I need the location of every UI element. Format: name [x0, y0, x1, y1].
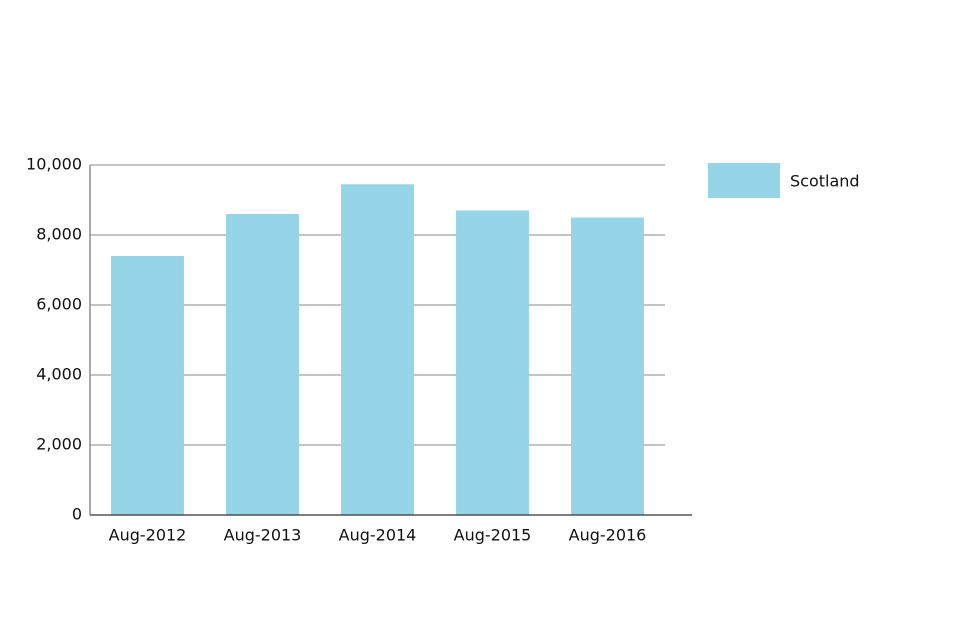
legend-label: Scotland: [790, 172, 860, 191]
bar: [111, 256, 184, 515]
x-tick-label: Aug-2015: [454, 526, 532, 545]
y-tick-label: 8,000: [36, 225, 82, 244]
bar: [571, 217, 644, 515]
y-tick-label: 0: [72, 505, 82, 524]
x-tick-label: Aug-2016: [569, 526, 647, 545]
legend-swatch: [708, 163, 780, 198]
x-tick-label: Aug-2014: [339, 526, 417, 545]
y-tick-label: 2,000: [36, 435, 82, 454]
y-tick-label: 6,000: [36, 295, 82, 314]
y-tick-label: 10,000: [26, 155, 82, 174]
x-tick-label: Aug-2012: [109, 526, 187, 545]
x-tick-label: Aug-2013: [224, 526, 302, 545]
bar: [456, 210, 529, 515]
bar: [341, 184, 414, 515]
y-tick-label: 4,000: [36, 365, 82, 384]
bar: [226, 214, 299, 515]
